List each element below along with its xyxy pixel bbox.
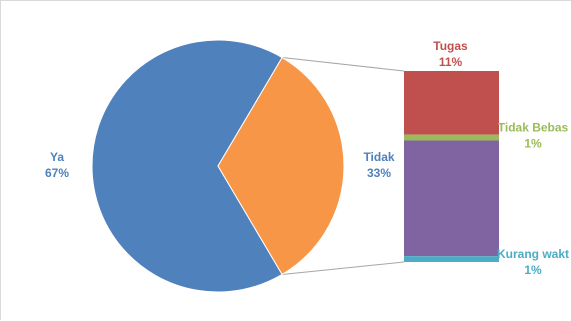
connector-line-bottom	[282, 261, 405, 275]
pie-slice-tidak	[217, 56, 345, 276]
data-label-tugas: Tugas 11%	[433, 39, 468, 69]
data-label-tidak-bebas: Tidak Bebas 1%	[498, 121, 569, 151]
bar-segment-tidak-bebas	[404, 134, 499, 141]
bar-segment-tugas	[404, 71, 499, 135]
bar-segment-agenda-lain	[404, 140, 499, 257]
data-label-kurang-wakt: Kurang wakt 1%	[497, 247, 569, 277]
connector-line-top	[282, 57, 405, 72]
data-label-agenda-lain: Agenda lain 20%	[423, 183, 491, 213]
data-label-ya: Ya 67%	[45, 150, 69, 180]
pie-slice-ya	[91, 39, 283, 293]
bar-segment-kurang-wakt	[404, 256, 499, 262]
data-label-tidak: Tidak 33%	[363, 150, 394, 180]
